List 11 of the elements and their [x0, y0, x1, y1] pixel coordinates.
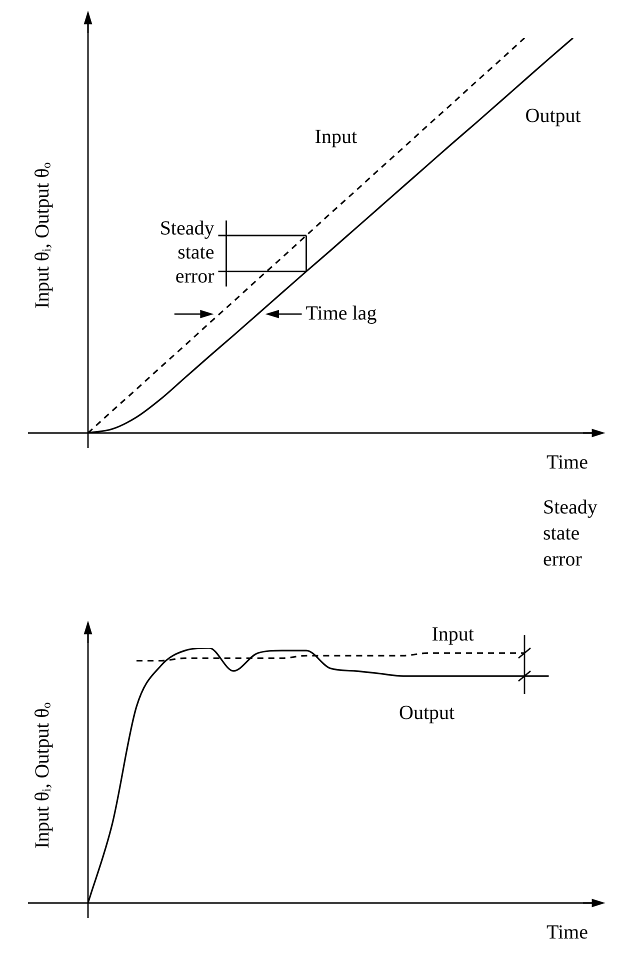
- annotation: Steady state error: [160, 218, 215, 288]
- y-axis-title: Input θᵢ, Output θₒ: [31, 702, 54, 848]
- series-label: Input: [432, 623, 474, 646]
- x-axis-title: Time: [546, 921, 588, 944]
- y-axis-title: Input θᵢ, Output θₒ: [31, 162, 54, 308]
- x-axis-title: Time: [546, 451, 588, 474]
- series-label: Output: [399, 702, 455, 724]
- series-label: Input: [314, 126, 358, 148]
- text: Steady state error: [543, 496, 598, 570]
- series-label: Output: [525, 104, 582, 127]
- annotation: Time lag: [306, 302, 377, 324]
